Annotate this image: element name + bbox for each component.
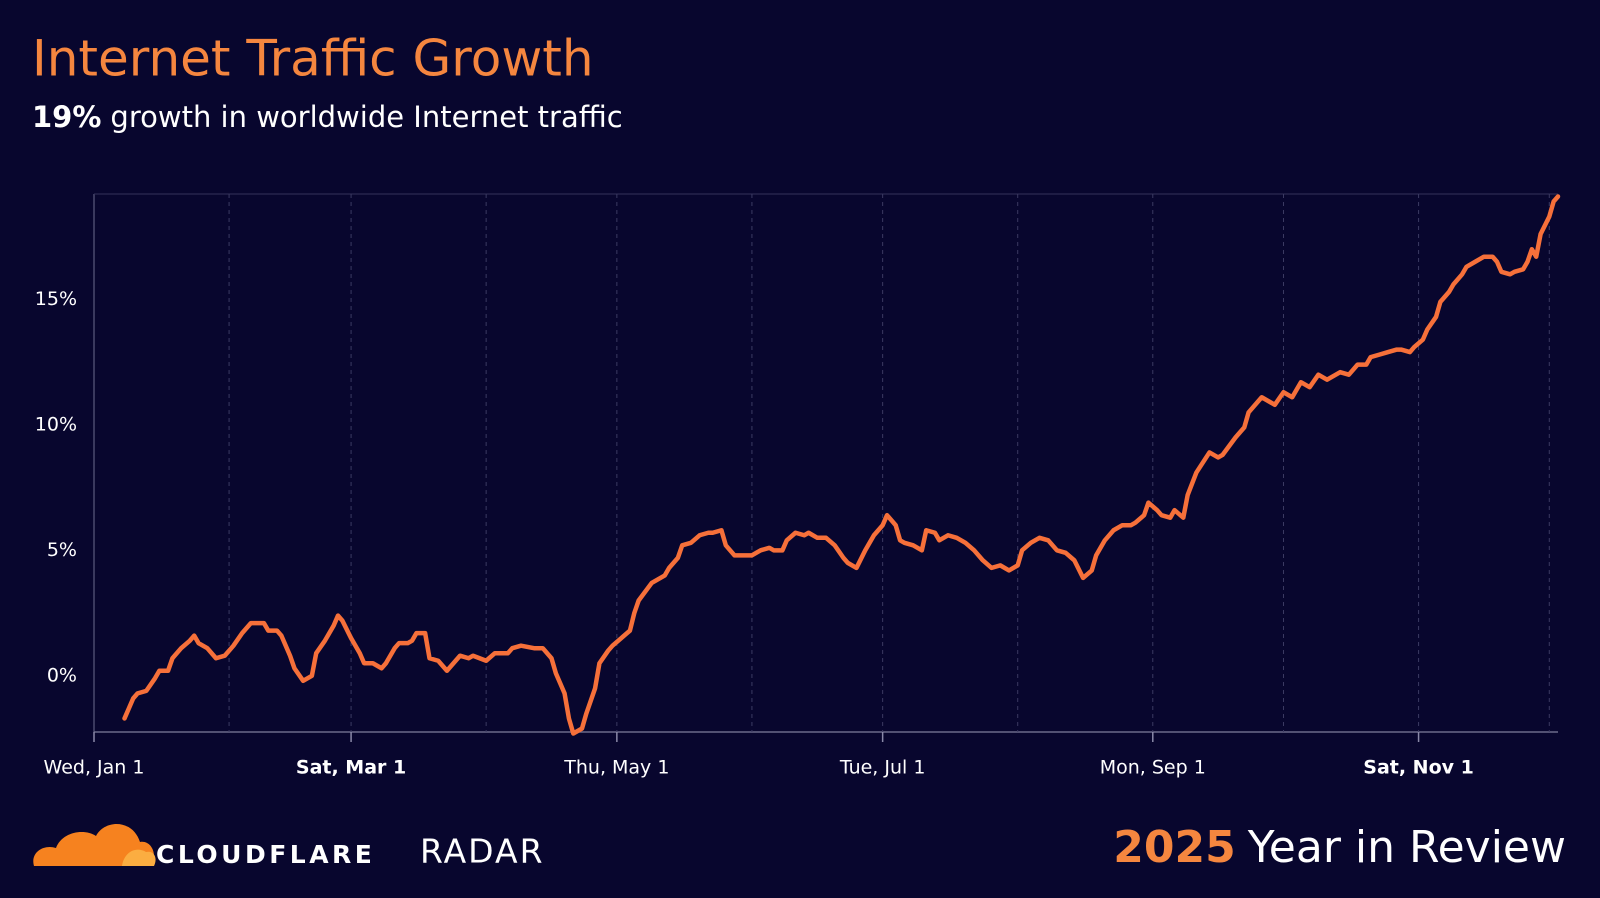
logo-cloud — [33, 823, 155, 866]
logo — [33, 823, 156, 866]
product: RADAR — [420, 832, 545, 871]
brand: CLOUDFLARE — [156, 840, 375, 869]
x-tick-label: Sat, Nov 1 — [1363, 757, 1474, 779]
footer-caption: 2025 Year in Review — [1113, 822, 1566, 873]
line-series — [122, 194, 1561, 736]
x-tick-label: Wed, Jan 1 — [44, 757, 145, 779]
plot-area: 0% 5% 10% 15% Wed, Jan 1 Sat, Mar 1 Thu, May 1… — [35, 193, 1561, 779]
logo-cloud-small — [122, 849, 156, 866]
chart-title: Internet Traffic Growth — [32, 30, 594, 88]
x-tick-label: Thu, May 1 — [563, 757, 669, 779]
subtitle-text: growth in worldwide Internet traffic — [110, 100, 622, 134]
footer-caption-text: Year in Review — [1247, 822, 1566, 873]
footer-year: 2025 — [1113, 822, 1235, 873]
subtitle: 19% growth in worldwide Internet traffic — [32, 100, 623, 134]
y-tick-label: 5% — [47, 539, 77, 561]
subtitle-highlight: 19% — [32, 100, 101, 134]
y-tick-label: 15% — [35, 288, 77, 310]
y-tick-label: 10% — [35, 413, 77, 435]
x-tick-label: Sat, Mar 1 — [296, 757, 406, 779]
x-tick-label: Tue, Jul 1 — [839, 757, 926, 779]
y-tick-label: 0% — [47, 664, 77, 686]
x-tick-label: Mon, Sep 1 — [1100, 757, 1206, 779]
